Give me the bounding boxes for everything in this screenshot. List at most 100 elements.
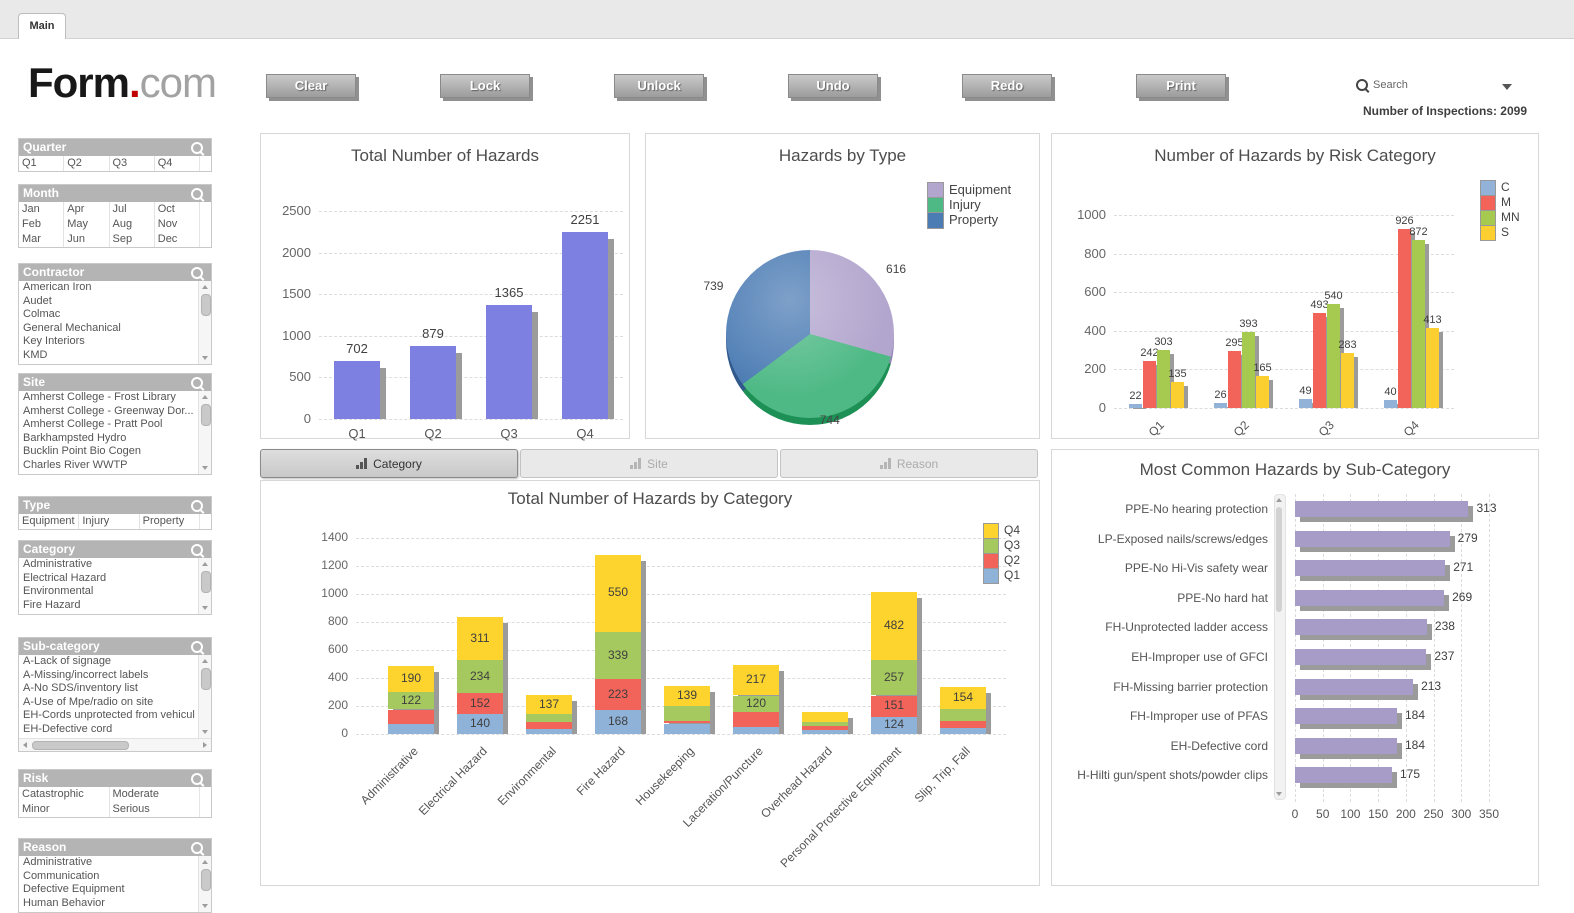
filter-option-feb[interactable]: Feb	[19, 217, 64, 232]
filter-option-bucklin-point-bio-cogen[interactable]: Bucklin Point Bio Cogen	[19, 445, 197, 459]
segment-environmental-q2[interactable]	[526, 722, 572, 729]
legend-label-m[interactable]: M	[1501, 195, 1511, 209]
bar-q4[interactable]	[562, 232, 608, 419]
bar-fh-improper-use-of-pfas[interactable]	[1295, 708, 1397, 724]
bar-q3[interactable]	[486, 305, 532, 419]
filter-contractor-vscrollbar[interactable]	[198, 281, 211, 364]
filter-option-environmental[interactable]: Environmental	[19, 585, 197, 599]
segment-administrative-q2[interactable]	[388, 710, 434, 724]
filter-option-aug[interactable]: Aug	[110, 217, 155, 232]
filter-option-q2[interactable]: Q2	[64, 156, 109, 171]
bar-q2-m[interactable]	[1228, 351, 1241, 408]
legend-swatch-s[interactable]	[1480, 225, 1496, 241]
segment-laceration-puncture-q1[interactable]	[733, 727, 779, 734]
scroll-thumb[interactable]	[201, 668, 211, 690]
bar-h-hilti-gun-spent-shots-powder-clips[interactable]	[1295, 767, 1392, 783]
scroll-up-icon[interactable]	[202, 562, 208, 566]
legend-label-injury[interactable]: Injury	[949, 197, 981, 212]
bar-q1[interactable]	[334, 361, 380, 419]
filter-option-amherst-college-frost-library[interactable]: Amherst College - Frost Library	[19, 391, 197, 405]
legend-label-c[interactable]: C	[1501, 180, 1510, 194]
filter-option-a-use-of-mpe-radio-on-site[interactable]: A-Use of Mpe/radio on site	[19, 696, 197, 710]
print-button[interactable]: Print	[1136, 74, 1226, 98]
bar-eh-defective-cord[interactable]	[1295, 738, 1397, 754]
filter-option-amherst-college-greenway-dor[interactable]: Amherst College - Greenway Dor...	[19, 405, 197, 419]
scroll-down-icon[interactable]	[202, 606, 208, 610]
bar-lp-exposed-nails-screws-edges[interactable]	[1295, 531, 1450, 547]
scroll-thumb[interactable]	[201, 404, 211, 426]
unlock-button[interactable]: Unlock	[614, 74, 704, 98]
bar-q2-c[interactable]	[1214, 403, 1227, 408]
filter-option-key-interiors[interactable]: Key Interiors	[19, 335, 197, 349]
scroll-up-icon[interactable]	[202, 860, 208, 864]
bar-q2[interactable]	[410, 346, 456, 419]
scroll-down-icon[interactable]	[202, 904, 208, 908]
scroll-thumb[interactable]	[201, 571, 211, 593]
filter-category-search-icon[interactable]	[191, 544, 203, 556]
filter-option-communication[interactable]: Communication	[19, 870, 197, 884]
legend-label-q4[interactable]: Q4	[1004, 523, 1020, 537]
legend-label-q2[interactable]: Q2	[1004, 553, 1020, 567]
filter-option-human-behavior[interactable]: Human Behavior	[19, 897, 197, 911]
filter-option-general-mechanical[interactable]: General Mechanical	[19, 322, 197, 336]
bar-q1-m[interactable]	[1143, 361, 1156, 408]
filter-option-defective-equipment[interactable]: Defective Equipment	[19, 883, 197, 897]
legend-label-q3[interactable]: Q3	[1004, 538, 1020, 552]
filter-option-serious[interactable]: Serious	[110, 802, 201, 817]
bar-q3-c[interactable]	[1299, 399, 1312, 408]
legend-label-s[interactable]: S	[1501, 225, 1509, 239]
scroll-right-icon[interactable]	[203, 742, 207, 748]
bar-fh-missing-barrier-protection[interactable]	[1295, 679, 1413, 695]
segment-overhead-hazard-q4[interactable]	[802, 712, 848, 722]
segment-environmental-q1[interactable]	[526, 729, 572, 734]
filter-type-search-icon[interactable]	[191, 500, 203, 512]
segment-slip-trip-fall-q3[interactable]	[940, 709, 986, 721]
filter-option-minor[interactable]: Minor	[19, 802, 110, 817]
filter-option-a-lack-of-signage[interactable]: A-Lack of signage	[19, 655, 197, 669]
clear-button[interactable]: Clear	[266, 74, 356, 98]
filter-option-jul[interactable]: Jul	[110, 202, 155, 217]
search-dropdown-arrow[interactable]	[1502, 84, 1512, 90]
scroll-down-icon[interactable]	[202, 730, 208, 734]
bar-ppe-no-hard-hat[interactable]	[1295, 590, 1444, 606]
chart-tab-category[interactable]: Category	[260, 449, 518, 478]
bar-q1-c[interactable]	[1129, 404, 1142, 408]
filter-option-catastrophic[interactable]: Catastrophic	[19, 787, 110, 802]
filter-option-kmd[interactable]: KMD	[19, 349, 197, 363]
filter-option-mar[interactable]: Mar	[19, 232, 64, 247]
legend-swatch-m[interactable]	[1480, 195, 1496, 211]
bar-ppe-no-hi-vis-safety-wear[interactable]	[1295, 560, 1445, 576]
bar-q3-mn[interactable]	[1327, 304, 1340, 408]
undo-button[interactable]: Undo	[788, 74, 878, 98]
filter-option-barkhampsted-hydro[interactable]: Barkhampsted Hydro	[19, 432, 197, 446]
segment-housekeeping-q1[interactable]	[664, 724, 710, 735]
filter-quarter-search-icon[interactable]	[191, 142, 203, 154]
filter-option-jun[interactable]: Jun	[64, 232, 109, 247]
filter-option-q1[interactable]: Q1	[19, 156, 64, 171]
legend-swatch-q4[interactable]	[983, 523, 999, 539]
filter-risk-search-icon[interactable]	[191, 773, 203, 785]
filter-option-eh-cords-unprotected-from-vehicul[interactable]: EH-Cords unprotected from vehicul	[19, 709, 197, 723]
filter-option-dec[interactable]: Dec	[155, 232, 200, 247]
bar-fh-unprotected-ladder-access[interactable]	[1295, 619, 1427, 635]
legend-swatch-mn[interactable]	[1480, 210, 1496, 226]
filter-option-equipment[interactable]: Equipment	[19, 514, 79, 529]
filter-option-colmac[interactable]: Colmac	[19, 308, 197, 322]
tab-main[interactable]: Main	[18, 13, 66, 39]
scroll-thumb[interactable]	[201, 294, 211, 316]
search-control[interactable]: Search	[1356, 79, 1408, 91]
filter-option-fire-hazard[interactable]: Fire Hazard	[19, 599, 197, 613]
filter-month-search-icon[interactable]	[191, 188, 203, 200]
bar-q4-m[interactable]	[1398, 229, 1411, 408]
segment-slip-trip-fall-q1[interactable]	[940, 728, 986, 734]
filter-option-may[interactable]: May	[64, 217, 109, 232]
filter-category-vscrollbar[interactable]	[198, 558, 211, 614]
scroll-thumb[interactable]	[1276, 507, 1282, 612]
legend-label-mn[interactable]: MN	[1501, 210, 1520, 224]
filter-option-american-iron[interactable]: American Iron	[19, 281, 197, 295]
chart-tab-site[interactable]: Site	[520, 449, 778, 478]
bar-ppe-no-hearing-protection[interactable]	[1295, 501, 1468, 517]
filter-option-property[interactable]: Property	[140, 514, 200, 529]
filter-reason-search-icon[interactable]	[191, 842, 203, 854]
bar-q4-c[interactable]	[1384, 400, 1397, 408]
